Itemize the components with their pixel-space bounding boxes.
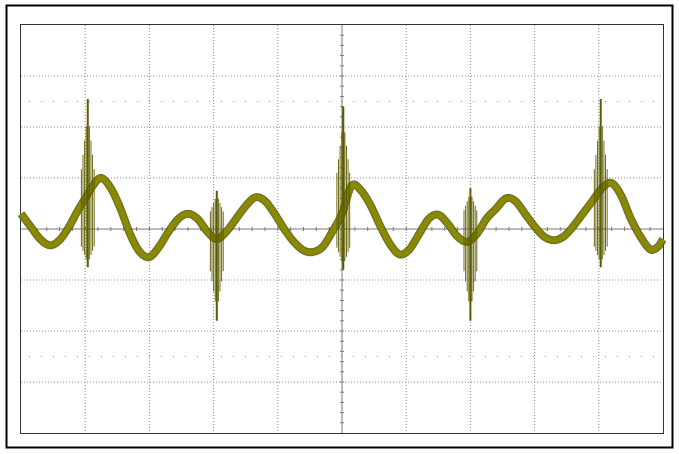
- trace-group: [17, 98, 667, 321]
